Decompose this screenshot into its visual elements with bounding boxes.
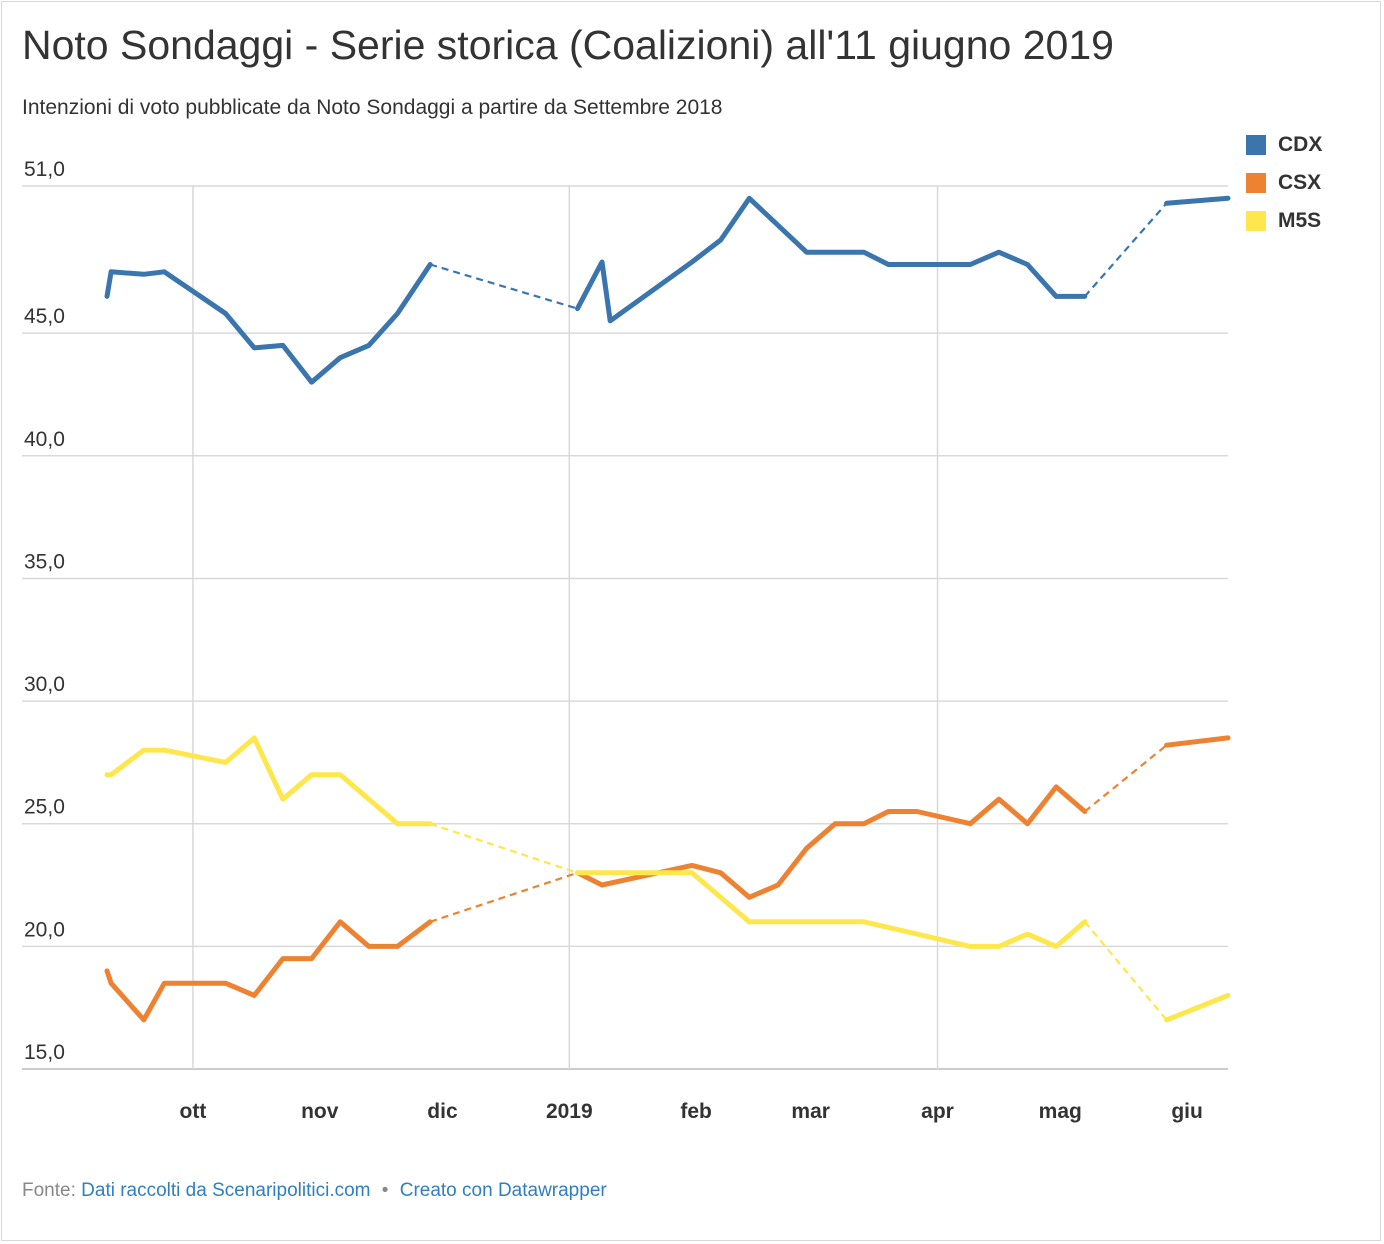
- series-line-csx: [1164, 735, 1231, 748]
- y-tick-label: 30,0: [24, 673, 65, 696]
- series-line-csx: [575, 784, 1088, 900]
- chart-title: Noto Sondaggi - Serie storica (Coalizion…: [22, 22, 1114, 68]
- series-csx: [104, 735, 1231, 1023]
- y-tick-label: 25,0: [24, 796, 65, 819]
- series-gap-csx: [429, 871, 578, 923]
- series-line-m5s: [575, 870, 1088, 949]
- grid-layer: [22, 185, 1228, 1070]
- x-tick-label: giu: [1171, 1100, 1203, 1123]
- source-link[interactable]: Dati raccolti da Scenaripolitici.com: [81, 1180, 371, 1201]
- axis-labels: 51,0 45,0 40,0 35,0 30,0 25,0 20,0 15,0 ott nov di…: [24, 158, 1203, 1123]
- x-tick-label: mag: [1039, 1100, 1082, 1123]
- x-tick-label: apr: [921, 1100, 954, 1123]
- series-gap-csx: [1084, 744, 1168, 813]
- legend-swatch-m5s: [1246, 211, 1266, 231]
- y-tick-label: 40,0: [24, 428, 65, 451]
- x-tick-label: feb: [680, 1100, 712, 1123]
- series-line-cdx: [1164, 195, 1231, 206]
- series-gap-m5s: [429, 822, 578, 874]
- series-gap-cdx: [1083, 202, 1168, 298]
- series-gap-cdx: [429, 263, 578, 310]
- legend-item-csx: CSX: [1246, 164, 1322, 202]
- legend-label-cdx: CDX: [1278, 133, 1323, 156]
- y-tick-label: 15,0: [24, 1041, 65, 1064]
- footer-source-prefix: Fonte:: [22, 1180, 76, 1201]
- series-line-cdx: [575, 195, 1088, 324]
- y-tick-label: 45,0: [24, 305, 65, 328]
- x-tick-label: ott: [180, 1100, 207, 1123]
- x-tick-label: nov: [301, 1100, 339, 1123]
- legend-label-m5s: M5S: [1278, 209, 1322, 232]
- y-tick-label: 35,0: [24, 550, 65, 573]
- legend-item-m5s: M5S: [1246, 202, 1322, 240]
- series-gap-m5s: [1083, 921, 1168, 1021]
- series-line-csx: [104, 919, 433, 1023]
- series-line-m5s: [104, 735, 433, 827]
- legend-swatch-cdx: [1246, 135, 1266, 155]
- x-tick-label: dic: [427, 1100, 458, 1123]
- x-tick-label: 2019: [546, 1100, 593, 1123]
- series-line-m5s: [1164, 992, 1231, 1023]
- legend-swatch-csx: [1246, 173, 1266, 193]
- datawrapper-link[interactable]: Creato con Datawrapper: [399, 1180, 607, 1201]
- chart-subtitle: Intenzioni di voto pubblicate da Noto So…: [22, 96, 723, 119]
- series-line-cdx: [104, 262, 433, 385]
- series-layer: [104, 195, 1231, 1023]
- series-cdx: [104, 195, 1231, 385]
- footer-separator: •: [381, 1180, 389, 1201]
- x-tick-label: mar: [791, 1100, 830, 1123]
- y-tick-label: 20,0: [24, 918, 65, 941]
- legend-item-cdx: CDX: [1246, 126, 1322, 164]
- legend-label-csx: CSX: [1278, 171, 1322, 194]
- footer: Fonte: Dati raccolti da Scenaripolitici.…: [22, 1180, 607, 1202]
- series-m5s: [104, 735, 1231, 1023]
- legend: CDX CSX M5S: [1246, 126, 1322, 240]
- y-tick-label: 51,0: [24, 158, 65, 181]
